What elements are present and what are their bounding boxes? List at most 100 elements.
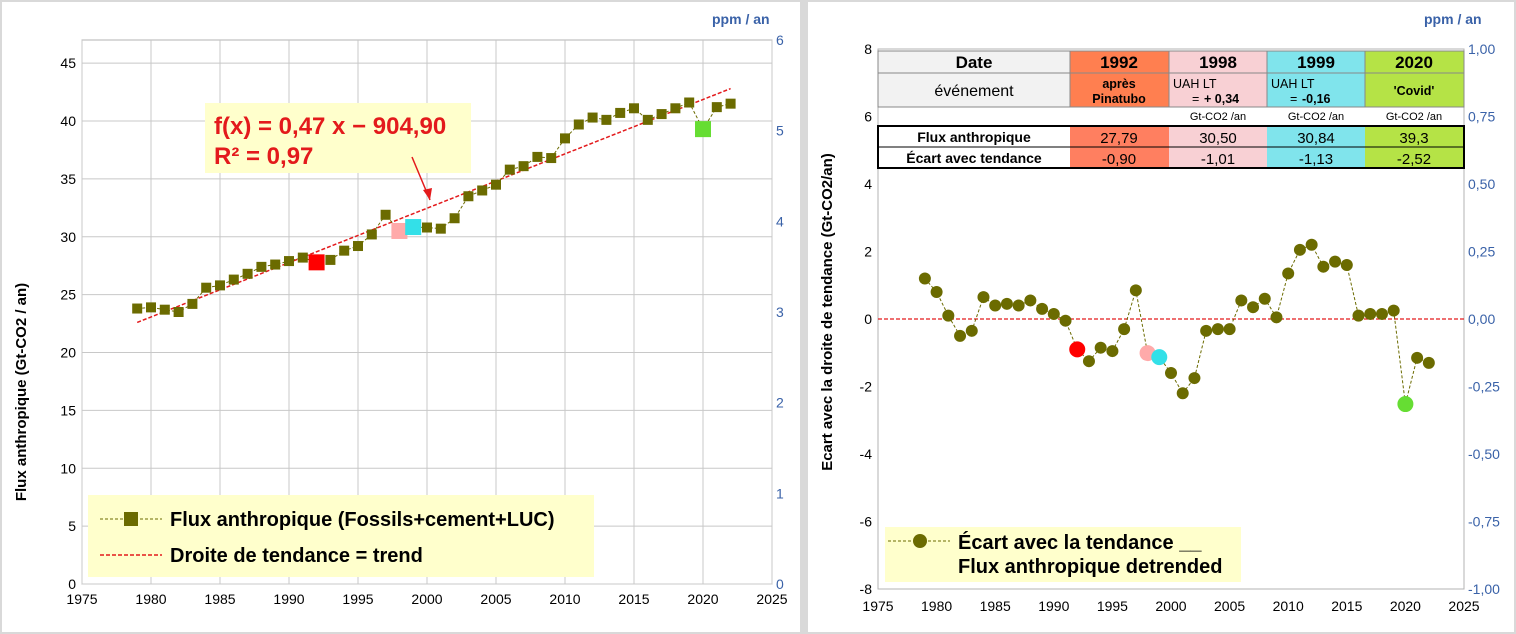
left-y2-tick-label: 3 — [776, 304, 784, 320]
equation-background — [205, 103, 471, 173]
table-col-1992-date: 1992 — [1100, 53, 1138, 72]
data-point — [159, 304, 170, 315]
highlight-point — [308, 254, 325, 271]
right-y2-tick-label: 1,00 — [1468, 41, 1495, 57]
right-x-tick-label: 1975 — [862, 598, 893, 614]
data-point — [518, 161, 529, 172]
highlight-point — [1069, 341, 1086, 358]
data-point — [1352, 309, 1365, 322]
left-y2-tick-label: 0 — [776, 576, 784, 592]
data-point — [242, 268, 253, 279]
data-point — [1082, 355, 1095, 368]
data-point — [435, 223, 446, 234]
highlight-point — [391, 222, 408, 239]
right-y2-tick-label: 0,00 — [1468, 311, 1495, 327]
table-col-2020-flux: 39,3 — [1399, 130, 1428, 147]
data-point — [1188, 372, 1201, 385]
table-col-1998-date: 1998 — [1199, 53, 1237, 72]
right-x-tick-label: 1990 — [1038, 598, 1069, 614]
left-y-tick-label: 15 — [60, 402, 76, 418]
left-y2-tick-label: 1 — [776, 485, 784, 501]
left-y-ticks: 0 5 10 15 20 25 30 35 40 45 — [60, 55, 76, 592]
data-point — [1012, 299, 1025, 312]
table-col-1992-event1: après — [1102, 77, 1135, 91]
table-col-1999-date: 1999 — [1297, 53, 1335, 72]
left-x-ticks: 1975 1980 1985 1990 1995 2000 2005 2010 2015 2020… — [66, 591, 787, 607]
right-y2-tick-label: -0,50 — [1468, 446, 1500, 462]
r2-text: R² = 0,97 — [214, 143, 313, 170]
right-x-tick-label: 2015 — [1331, 598, 1362, 614]
data-point — [1411, 351, 1424, 364]
legend-series-swatch-marker — [124, 512, 138, 526]
left-trend-line — [136, 87, 731, 324]
data-point — [270, 259, 281, 270]
left-series — [132, 97, 736, 317]
data-point — [1000, 297, 1013, 310]
data-point — [601, 114, 612, 125]
table-event-label-cell — [877, 72, 1071, 108]
data-point — [187, 298, 198, 309]
data-point — [1329, 255, 1342, 268]
data-point — [1387, 304, 1400, 317]
table-row1-label: Flux anthropique — [917, 129, 1031, 145]
table-col-1999-event1: UAH LT — [1271, 77, 1315, 91]
left-y-tick-label: 45 — [60, 55, 76, 71]
right-y-ticks: -8 -6 -4 -2 0 2 4 6 8 — [860, 41, 873, 597]
data-point — [711, 102, 722, 113]
data-point — [380, 209, 391, 220]
table-col-2020-date: 2020 — [1395, 53, 1433, 72]
left-y2-tick-label: 5 — [776, 123, 784, 139]
table-col-1992-event2: Pinatubo — [1092, 92, 1146, 106]
data-point — [532, 151, 543, 162]
left-legend-background — [88, 495, 594, 577]
data-point — [1024, 294, 1037, 307]
data-point — [587, 112, 598, 123]
data-point — [1317, 260, 1330, 273]
left-x-tick-label: 1980 — [135, 591, 166, 607]
data-point — [366, 229, 377, 240]
right-y-tick-label: -6 — [860, 514, 873, 530]
left-y2-unit: ppm / an — [712, 11, 770, 27]
data-point — [1223, 323, 1236, 336]
left-x-tick-label: 2000 — [411, 591, 442, 607]
equation-text: f(x) = 0,47 x − 904,90 — [214, 113, 446, 140]
table-col-1998-event2: + 0,34 — [1204, 92, 1239, 106]
right-y2-tick-label: 0,25 — [1468, 244, 1495, 260]
data-point — [1422, 356, 1435, 369]
data-point — [422, 222, 432, 233]
table-col-1998-event-cell — [1168, 72, 1268, 108]
data-point — [256, 261, 267, 272]
legend-series-label: Flux anthropique (Fossils+cement+LUC) — [170, 509, 555, 531]
left-y-tick-label: 35 — [60, 171, 76, 187]
right-x-ticks: 1975 1980 1985 1990 1995 2000 2005 2010 2015 2020… — [862, 598, 1479, 614]
table-col-2020-ecart: -2,52 — [1397, 151, 1431, 168]
right-chart: -8 -6 -4 -2 0 2 4 6 8 -1,00 -0,75 -0,50 -0,25 0,00 0,… — [819, 11, 1500, 614]
table-col-1999-unit: Gt-CO2 /an — [1288, 111, 1344, 123]
right-x-tick-label: 2000 — [1155, 598, 1186, 614]
trend-line — [136, 87, 731, 324]
data-point — [615, 107, 626, 118]
data-point — [463, 191, 474, 202]
data-point — [918, 272, 931, 285]
left-y-tick-label: 25 — [60, 287, 76, 303]
data-point — [989, 299, 1002, 312]
data-point — [504, 164, 515, 175]
right-chart-panel: -8 -6 -4 -2 0 2 4 6 8 -1,00 -0,75 -0,50 -0,25 0,00 0,… — [808, 2, 1514, 632]
data-point — [325, 254, 336, 265]
right-y2-tick-label: -0,25 — [1468, 379, 1500, 395]
data-point — [1364, 307, 1377, 320]
data-point — [560, 133, 570, 144]
right-y-tick-label: 0 — [864, 311, 872, 327]
right-y-tick-label: 4 — [864, 176, 872, 192]
data-point — [132, 303, 143, 314]
data-point — [1047, 307, 1060, 320]
right-y-tick-label: -8 — [860, 581, 873, 597]
left-x-tick-label: 2020 — [687, 591, 718, 607]
left-y2-tick-label: 6 — [776, 32, 784, 48]
right-y-label: Ecart avec la droite de tendance (Gt-CO2… — [819, 153, 836, 471]
table-col-2020-unit: Gt-CO2 /an — [1386, 111, 1442, 123]
data-point — [942, 309, 955, 322]
right-y2-ticks: -1,00 -0,75 -0,50 -0,25 0,00 0,25 0,50 0,75 1,00 — [1468, 41, 1500, 597]
data-point — [1118, 323, 1131, 336]
